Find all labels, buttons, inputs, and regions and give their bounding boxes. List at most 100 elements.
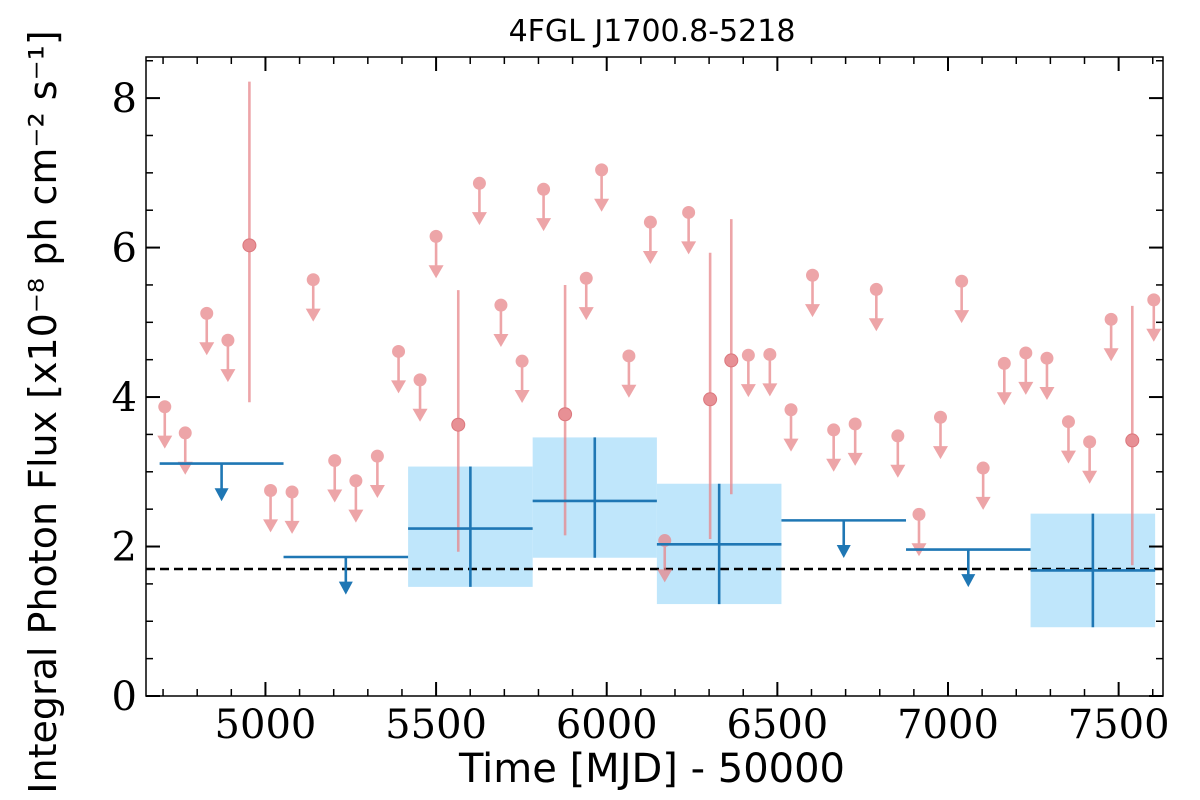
short-upper-limit (327, 454, 343, 503)
upper-limit-arrowhead (826, 458, 842, 472)
short-detection (703, 252, 718, 540)
chart-title: 4FGL J1700.8-5218 (509, 14, 796, 49)
long-limit-arrowhead (338, 581, 353, 595)
x-tick-label: 6000 (556, 702, 658, 748)
short-upper-limit (284, 485, 300, 534)
short-upper-limit (157, 400, 173, 449)
upper-limit-point (537, 182, 551, 196)
axes: 5000 5500 6000 6500 7000 7500 0 2 4 6 8 (112, 57, 1170, 748)
short-upper-limit (826, 423, 842, 472)
upper-limit-arrowhead (1060, 450, 1076, 464)
upper-limit-point (392, 344, 406, 358)
detection-point (451, 417, 466, 432)
long-bin-uncertainty-bands (408, 437, 1156, 628)
short-detection (242, 81, 257, 403)
upper-limit-arrowhead (428, 265, 444, 279)
short-upper-limit (681, 205, 697, 255)
short-upper-limit (369, 449, 385, 498)
short-upper-limit (263, 483, 279, 533)
short-upper-limit (220, 333, 236, 383)
short-upper-limit (1146, 293, 1162, 342)
plot-frame (145, 56, 1164, 697)
upper-limit-arrowhead (1146, 328, 1162, 342)
upper-limit-point (806, 268, 820, 282)
upper-limit-point (306, 273, 320, 287)
upper-limit-point (682, 205, 696, 219)
upper-limit-point (1147, 293, 1161, 307)
upper-limit-arrowhead (578, 307, 594, 321)
upper-limit-arrowhead (642, 251, 658, 265)
upper-limit-point (763, 347, 777, 361)
x-tick-label: 6500 (726, 702, 828, 748)
short-upper-limit (1103, 312, 1119, 362)
short-upper-limit (621, 349, 637, 398)
upper-limit-point (413, 373, 427, 387)
short-detection (451, 290, 466, 552)
short-upper-limit (1060, 415, 1076, 464)
short-detection (558, 284, 573, 536)
short-upper-limit (514, 354, 530, 404)
y-tick-label: 0 (112, 674, 137, 720)
y-tick-label: 8 (112, 76, 137, 122)
short-upper-limit (996, 356, 1012, 406)
upper-limit-arrowhead (263, 519, 279, 533)
detection-point (703, 392, 718, 407)
long-upper-limit (781, 519, 907, 558)
upper-limit-arrowhead (847, 452, 863, 466)
upper-limit-point (955, 274, 969, 288)
short-upper-limit (199, 306, 215, 356)
upper-limit-point (643, 215, 657, 229)
short-detection (1125, 305, 1140, 566)
short-upper-limit (536, 182, 552, 232)
upper-limit-arrowhead (1103, 348, 1119, 362)
short-detection (724, 219, 739, 495)
upper-limit-arrowhead (284, 520, 300, 534)
short-upper-limit (428, 229, 444, 279)
upper-limit-point (784, 403, 798, 417)
short-upper-limit (847, 417, 863, 466)
upper-limit-point (178, 426, 192, 440)
upper-limit-arrowhead (493, 333, 509, 347)
upper-limit-arrowhead (621, 384, 637, 398)
upper-limit-point (158, 400, 172, 414)
long-detection (656, 483, 782, 605)
detection-point (1125, 433, 1140, 448)
upper-limit-point (200, 306, 214, 320)
x-tick-label: 7500 (1068, 702, 1170, 748)
short-upper-limit (975, 461, 991, 510)
upper-limit-point (891, 429, 905, 443)
upper-limit-arrowhead (996, 392, 1012, 406)
upper-limit-point (912, 507, 926, 521)
short-upper-limit (954, 274, 970, 324)
short-upper-limit (868, 282, 884, 332)
short-upper-limit (890, 429, 906, 478)
long-upper-limit (283, 555, 409, 595)
upper-limit-arrowhead (536, 218, 552, 232)
upper-limit-arrowhead (954, 310, 970, 324)
upper-limit-arrowhead (327, 489, 343, 503)
short-upper-limit (412, 373, 428, 422)
y-tick-label: 4 (112, 375, 137, 421)
long-limit-arrowhead (961, 574, 976, 588)
short-upper-limit (783, 403, 799, 452)
short-upper-limit (740, 348, 756, 398)
upper-limit-point (264, 483, 278, 497)
detection-point (242, 238, 257, 253)
upper-limit-point (221, 333, 235, 347)
long-detection (532, 437, 657, 558)
long-upper-limit (906, 548, 1031, 588)
upper-limit-arrowhead (1039, 387, 1055, 401)
long-bin-series (159, 437, 1156, 628)
upper-limit-point (848, 417, 862, 431)
upper-limit-arrowhead (348, 509, 364, 523)
upper-limit-arrowhead (975, 496, 991, 510)
upper-limit-arrowhead (762, 383, 778, 397)
upper-limit-arrowhead (412, 408, 428, 422)
x-tick-label: 5000 (215, 702, 317, 748)
upper-limit-point (933, 410, 947, 424)
upper-limit-point (1083, 435, 1097, 449)
upper-limit-point (494, 298, 508, 312)
x-tick-label: 7000 (897, 702, 999, 748)
upper-limit-arrowhead (594, 198, 610, 212)
